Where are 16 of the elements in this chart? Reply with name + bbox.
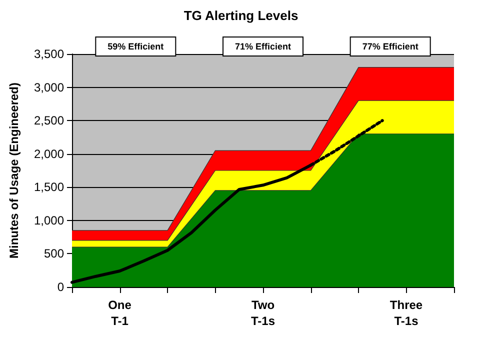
y-tick-label: 2,000 <box>34 146 64 161</box>
y-tick-label: 2,500 <box>34 114 64 128</box>
x-tick-label: One T-1 <box>108 298 132 328</box>
text: 71% Efficient <box>234 42 292 52</box>
y-tick-label: 3,500 <box>34 47 64 61</box>
y-tick-label: 0 <box>57 280 64 294</box>
y-tick-label: 3,000 <box>34 80 64 94</box>
y-tick-label: 500 <box>44 246 64 261</box>
text: 77% Efficient <box>362 42 418 52</box>
y-tick-label: 1,000 <box>34 213 64 228</box>
chart-title: TG Alerting Levels <box>184 8 298 23</box>
y-tick-label: 1,500 <box>34 180 64 194</box>
y-axis-title: Minutes of Usage (Engineered) <box>7 82 21 259</box>
x-tick-label: Three T-1s <box>390 298 423 328</box>
x-tick-label: Two T-1s <box>250 298 276 328</box>
text: 59% Efficient <box>108 42 164 52</box>
